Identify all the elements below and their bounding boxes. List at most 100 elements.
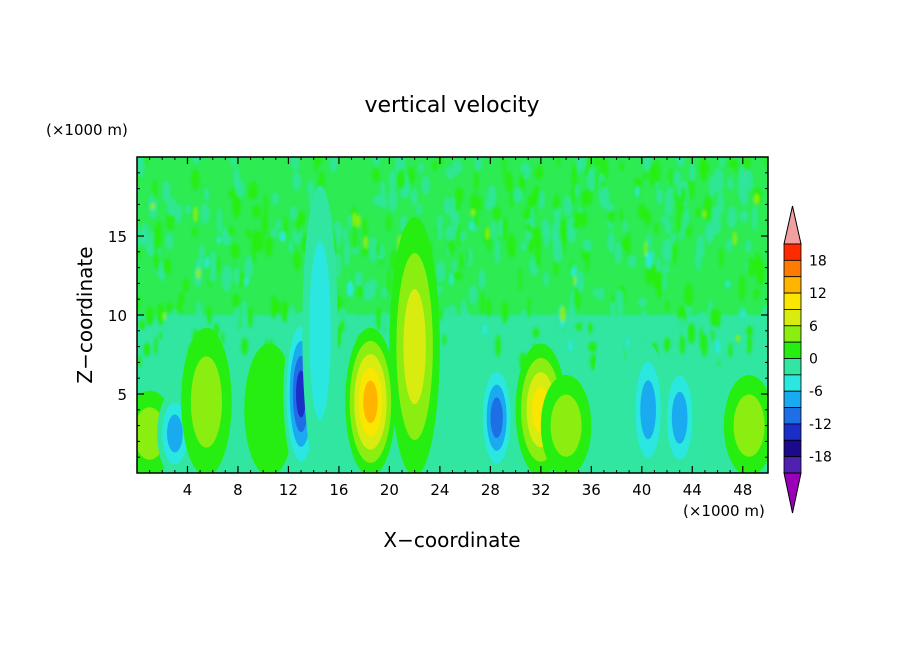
noise-patch [470,221,473,231]
noise-patch [714,168,723,193]
noise-patch [677,317,685,333]
noise-patch [740,210,748,222]
noise-patch [182,278,190,292]
colorbar-box [783,325,802,343]
noise-patch [488,185,496,208]
noise-patch [485,339,491,353]
noise-patch [532,327,540,339]
noise-patch [575,322,582,331]
noise-patch [713,349,719,373]
noise-patch [582,240,592,252]
noise-patch [676,209,682,234]
noise-patch [663,337,671,353]
noise-patch [728,177,733,190]
updraft-cell [389,217,440,473]
noise-patch [368,279,377,291]
x-tick-label: 12 [279,481,298,499]
noise-patch [139,319,146,331]
noise-patch [573,287,581,311]
noise-patch [242,300,247,323]
noise-patch [272,193,278,205]
noise-patch [344,241,350,266]
noise-patch [553,194,560,211]
noise-patch [671,233,675,245]
noise-patch [552,232,561,242]
noise-patch [738,275,746,301]
noise-patch [248,190,253,199]
noise-patch [741,311,746,318]
noise-patch [689,164,695,182]
noise-patch [411,189,417,205]
noise-patch [662,214,666,225]
noise-patch [387,269,392,294]
noise-patch [245,256,253,279]
noise-patch [314,157,319,173]
colorbar-box [783,259,802,278]
noise-patch [665,300,670,312]
noise-patch [449,196,456,222]
x-tick-label: 16 [329,481,348,499]
noise-patch [495,334,501,357]
noise-patch [446,225,455,241]
noise-patch [350,313,354,327]
noise-patch [280,231,286,241]
noise-patch [544,272,548,286]
noise-patch [568,340,573,352]
colorbar-label: 0 [809,352,818,368]
noise-patch [450,273,453,285]
noise-patch [452,260,456,272]
noise-patch [669,315,677,327]
noise-patch [456,222,461,246]
contour-band [640,380,656,440]
noise-patch [230,352,237,365]
noise-patch [203,187,210,202]
noise-patch [611,294,616,303]
noise-patch [263,192,268,217]
noise-patch [370,236,377,263]
noise-patch [752,206,757,230]
noise-patch [343,228,348,243]
noise-patch [265,236,273,257]
noise-patch [156,303,165,327]
noise-patch [339,319,345,334]
x-tick-label: 32 [531,481,550,499]
x-axis-label: X−coordinate [383,528,520,552]
updraft-cell [244,343,295,473]
noise-patch [728,342,733,358]
noise-patch [637,204,647,219]
noise-patch [743,157,751,171]
noise-patch [389,188,397,212]
noise-patch [246,228,251,239]
noise-patch [605,202,614,212]
downdraft-cell [479,359,515,473]
noise-patch [485,227,490,240]
noise-patch [676,201,685,213]
noise-patch [646,252,651,260]
noise-patch [154,336,158,355]
noise-patch [701,333,708,357]
noise-patch [146,241,152,254]
noise-patch [480,291,485,315]
noise-patch [371,168,380,182]
colorbar-box [783,243,802,261]
x-tick-label: 4 [183,481,193,499]
noise-patch [318,157,323,165]
noise-patch [288,306,295,325]
noise-patch [175,204,182,223]
noise-patch [505,320,513,332]
noise-patch [599,186,609,208]
noise-patch [619,162,624,171]
noise-patch [636,186,639,197]
noise-patch [357,286,364,297]
noise-patch [710,176,715,198]
noise-patch [270,295,277,319]
chart-title: vertical velocity [364,93,539,118]
noise-patch [501,301,509,325]
noise-patch [509,182,514,209]
noise-patch [210,251,216,276]
noise-patch [647,233,652,248]
noise-patch [241,337,249,356]
noise-patch [465,248,469,264]
noise-patch [276,219,281,229]
noise-patch [656,189,662,204]
